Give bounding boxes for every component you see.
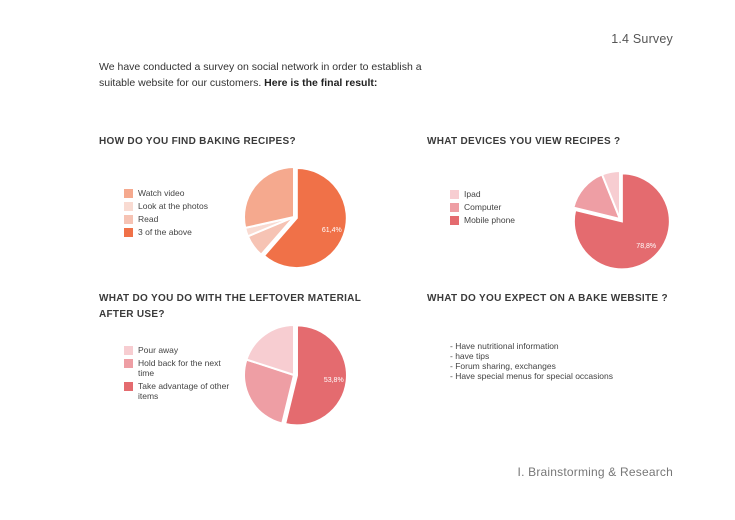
list-item: - Forum sharing, exchanges (450, 361, 556, 371)
pie-slice-devices-0 (600, 169, 621, 220)
legend-item: Look at the photos (124, 201, 234, 211)
legend-item: Take advantage of other items (124, 381, 234, 401)
legend-label: Take advantage of other items (138, 381, 230, 401)
legend-baking: Watch video Look at the photos Read 3 of th… (124, 188, 234, 240)
legend-label: Read (138, 214, 159, 224)
legend-swatch (450, 203, 459, 212)
legend-label: Pour away (138, 345, 179, 355)
legend-devices: Ipad Computer Mobile phone (450, 189, 550, 228)
data-label-leftover: 53,8% (324, 377, 344, 384)
list-item: - Have special menus for special occasio… (450, 371, 613, 381)
chart-title-leftover: WHAT DO YOU DO WITH THE LEFTOVER MATERIA… (99, 293, 361, 320)
pie-slice-leftover-1 (243, 358, 296, 425)
list-item: - have tips (450, 351, 490, 361)
data-label-devices: 78,8% (636, 243, 656, 250)
legend-swatch (124, 359, 133, 368)
list-item: - Have nutritional information (450, 341, 559, 351)
footer-text: I. Brainstorming & Research (517, 465, 673, 479)
legend-item: Pour away (124, 345, 234, 355)
pie-slice-baking-3 (262, 167, 348, 270)
legend-swatch (450, 190, 459, 199)
legend-label: Hold back for the next time (138, 358, 221, 378)
expect-title: WHAT DO YOU EXPECT ON A BAKE WEBSITE ? (427, 293, 668, 304)
legend-swatch (124, 382, 133, 391)
legend-item: Mobile phone (450, 215, 550, 225)
section-label: 1.4 Survey (611, 32, 673, 46)
legend-leftover: Pour away Hold back for the next time Take… (124, 345, 234, 404)
pie-chart-baking: 61,4% (243, 165, 348, 270)
pie-slice-baking-0 (243, 165, 295, 230)
legend-item: Ipad (450, 189, 550, 199)
legend-swatch (124, 215, 133, 224)
legend-item: Computer (450, 202, 550, 212)
chart-title-baking: HOW DO YOU FIND BAKING RECIPES? (99, 136, 296, 147)
legend-label: Look at the photos (138, 201, 208, 211)
expect-list: - Have nutritional information - have ti… (450, 341, 613, 381)
intro-body: We have conducted a survey on social net… (99, 61, 422, 89)
legend-item: Read (124, 214, 234, 224)
legend-label: Watch video (138, 188, 185, 198)
legend-item: Watch video (124, 188, 234, 198)
legend-swatch (124, 189, 133, 198)
legend-swatch (124, 202, 133, 211)
legend-swatch (450, 216, 459, 225)
intro-text: We have conducted a survey on social net… (99, 59, 439, 91)
pie-chart-leftover: 53,8% (243, 323, 348, 427)
pie-slice-leftover-0 (245, 323, 295, 377)
legend-label: 3 of the above (138, 227, 192, 237)
legend-swatch (124, 228, 133, 237)
legend-label: Ipad (464, 189, 481, 199)
pie-slice-devices-2 (572, 172, 670, 271)
legend-item: Hold back for the next time (124, 358, 234, 378)
legend-swatch (124, 346, 133, 355)
chart-title-devices: WHAT DEVICES YOU VIEW RECIPES ? (427, 136, 621, 147)
legend-label: Mobile phone (464, 215, 516, 225)
pie-chart-devices: 78,8% (572, 169, 670, 271)
data-label-baking: 61,4% (322, 227, 342, 234)
intro-bold: Here is the final result: (264, 77, 378, 89)
legend-item: 3 of the above (124, 227, 234, 237)
legend-label: Computer (464, 202, 502, 212)
pie-slice-leftover-2 (283, 324, 348, 427)
